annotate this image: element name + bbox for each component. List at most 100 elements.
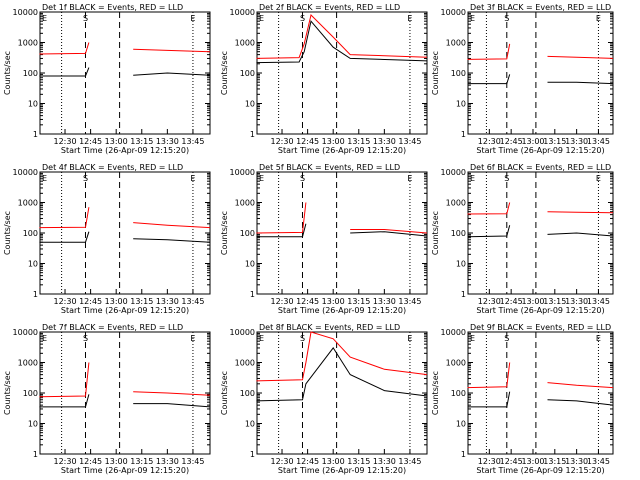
start-marker: E [42,334,47,343]
y-tick-label: 1 [250,450,255,459]
x-tick-label: 13:30 [373,457,396,466]
x-tick-label: 13:30 [156,297,179,306]
x-tick-label: 13:45 [181,457,204,466]
plot-frame [39,171,211,295]
x-tick-label: 12:30 [478,457,501,466]
x-tick-label: 13:15 [347,297,370,306]
x-tick-label: 13:15 [130,297,153,306]
start-marker: E [470,14,475,23]
x-tick-label: 13:00 [521,457,544,466]
x-tick-label: 12:30 [53,457,76,466]
panel-title: Det 9f BLACK = Events, RED = LLD [470,323,611,332]
x-tick-label: 13:45 [587,297,610,306]
y-axis-label: Counts/sec [431,51,440,95]
saa-marker: S [300,174,305,183]
y-tick-label: 1 [33,130,38,139]
series-line-events [467,74,614,85]
x-axis-label: Start Time (26-Apr-09 12:15:20) [476,466,604,475]
start-marker: E [42,14,47,23]
y-axis-label: Counts/sec [431,371,440,415]
series-line-lld [39,207,211,229]
panel-det-6: Det 6f BLACK = Events, RED = LLD 1 10 100 10… [431,163,614,315]
panel-det-5: Det 5f BLACK = Events, RED = LLD 1 10 100 10… [220,163,428,315]
panel-title: Det 1f BLACK = Events, RED = LLD [42,3,183,12]
x-tick-label: 13:30 [565,297,588,306]
y-tick-label: 100 [451,229,466,238]
y-tick-label: 100 [240,389,255,398]
x-axis-label: Start Time (26-Apr-09 12:15:20) [61,466,189,475]
y-tick-label: 1000 [446,199,466,208]
y-tick-label: 10 [28,420,38,429]
y-tick-label: 1000 [235,359,255,368]
x-tick-label: 13:45 [181,137,204,146]
x-tick-label: 12:30 [270,297,293,306]
x-tick-label: 12:45 [500,297,523,306]
end-marker: E [596,334,601,343]
series-line-events [39,394,211,408]
y-tick-label: 1 [250,130,255,139]
x-tick-label: 12:30 [53,137,76,146]
saa-marker: S [300,334,305,343]
y-tick-label: 100 [23,389,38,398]
saa-marker: S [504,14,509,23]
panel-det-1: Det 1f BLACK = Events, RED = LLD 1 10 100 10… [3,3,211,155]
y-tick-label: 1000 [18,199,38,208]
series-line-events [256,223,428,238]
x-axis-label: Start Time (26-Apr-09 12:15:20) [476,146,604,155]
x-tick-label: 12:45 [79,457,102,466]
y-tick-label: 10000 [441,328,466,337]
saa-marker: S [504,334,509,343]
y-tick-label: 100 [240,69,255,78]
y-tick-label: 1 [461,130,466,139]
start-marker: E [259,174,264,183]
series-line-lld [467,362,614,389]
x-axis-label: Start Time (26-Apr-09 12:15:20) [278,306,406,315]
end-marker: E [596,14,601,23]
x-tick-label: 13:30 [565,457,588,466]
saa-marker: S [83,334,88,343]
series-line-events [256,347,428,402]
x-tick-label: 13:30 [565,137,588,146]
start-marker: E [470,174,475,183]
end-marker: E [407,14,412,23]
x-tick-label: 13:00 [322,137,345,146]
plot-frame [467,331,614,455]
panel-title: Det 6f BLACK = Events, RED = LLD [470,163,611,172]
x-tick-label: 12:45 [296,137,319,146]
series-line-lld [256,331,428,382]
y-tick-label: 1 [250,290,255,299]
x-tick-label: 13:30 [156,137,179,146]
x-tick-label: 13:15 [543,457,566,466]
y-axis-label: Counts/sec [3,371,12,415]
panel-det-3: Det 3f BLACK = Events, RED = LLD 1 10 100 10… [431,3,614,155]
series-line-events [256,20,428,64]
x-tick-label: 12:30 [478,297,501,306]
y-tick-label: 1 [461,290,466,299]
x-tick-label: 13:00 [521,137,544,146]
y-axis-label: Counts/sec [3,51,12,95]
x-tick-label: 13:00 [105,297,128,306]
x-tick-label: 12:45 [500,137,523,146]
y-tick-label: 10000 [13,328,38,337]
series-line-lld [39,362,211,398]
x-tick-label: 13:30 [373,137,396,146]
y-tick-label: 1000 [235,39,255,48]
x-tick-label: 13:45 [587,137,610,146]
y-tick-label: 10000 [230,168,255,177]
panel-title: Det 7f BLACK = Events, RED = LLD [42,323,183,332]
end-marker: E [190,174,195,183]
panel-title: Det 2f BLACK = Events, RED = LLD [259,3,400,12]
series-line-lld [256,202,428,234]
y-tick-label: 10000 [230,328,255,337]
y-tick-label: 10 [28,260,38,269]
x-tick-label: 13:45 [398,457,421,466]
y-tick-label: 1000 [235,199,255,208]
y-tick-label: 1 [33,450,38,459]
end-marker: E [407,334,412,343]
panel-det-2: Det 2f BLACK = Events, RED = LLD 1 10 100 10… [220,3,428,155]
start-marker: E [42,174,47,183]
start-marker: E [259,14,264,23]
plot-frame [467,11,614,135]
x-tick-label: 12:30 [53,297,76,306]
plot-frame [256,11,428,135]
